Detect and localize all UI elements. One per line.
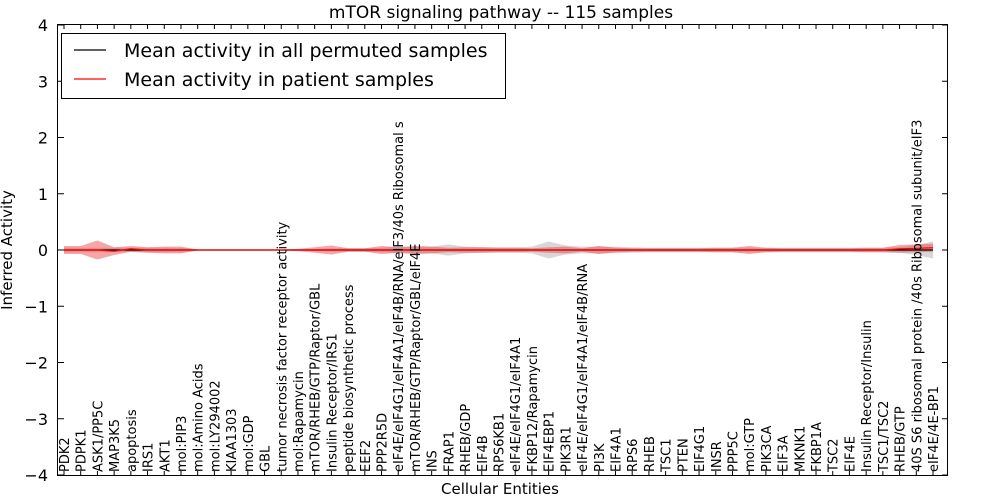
x-category-label: apoptosis <box>125 409 140 472</box>
x-category-label: FKBP12/Rapamycin <box>526 346 541 472</box>
x-category-label: TSC1/TSC2 <box>877 401 892 473</box>
chart-title: mTOR signaling pathway -- 115 samples <box>329 3 673 23</box>
x-category-label: AKT1 <box>158 439 173 472</box>
x-category-label: RHEB/GTP <box>894 406 909 472</box>
x-category-label: mTOR/RHEB/GTP/Raptor/GBL <box>309 283 324 472</box>
x-category-label: PDK2 <box>58 437 73 472</box>
x-category-label: tumor necrosis factor receptor activity <box>275 221 290 472</box>
x-category-label: RHEB/GDP <box>459 404 474 472</box>
x-category-label: mol:GDP <box>242 415 257 472</box>
x-category-label: eIF4E/eIF4G1/eIF4A1 <box>509 337 524 472</box>
x-category-label: PDPK1 <box>75 429 90 472</box>
x-category-label: RPS6KB1 <box>493 413 508 472</box>
y-tick-label: 4 <box>38 16 48 35</box>
y-tick-label: 3 <box>38 72 48 91</box>
x-axis-label: Cellular Entities <box>441 480 559 498</box>
x-category-label: PIK3CA <box>760 425 775 472</box>
x-category-label: TSC2 <box>827 438 842 473</box>
x-category-label: Insulin Receptor/IRS1 <box>325 333 340 472</box>
x-axis: PDK2 PDPK1 ASK1/PP5C MAP3K5 apoptosis IRS1 AKT… <box>58 25 942 475</box>
x-category-label: EIF4A1 <box>609 427 624 472</box>
x-category-label: PIK3R1 <box>559 426 574 472</box>
x-category-label: TSC1 <box>660 438 675 473</box>
x-category-label: ASK1/PP5C <box>91 401 106 472</box>
x-category-label: IRS1 <box>142 443 157 472</box>
legend-label-patient: Mean activity in patient samples <box>124 69 434 91</box>
x-category-label: peptide biosynthetic process <box>342 284 357 472</box>
x-category-label: RHEB <box>643 436 658 472</box>
x-category-label: EEF2 <box>359 440 374 472</box>
x-category-label: FRAP1 <box>442 431 457 472</box>
x-category-label: GBL <box>259 445 274 472</box>
legend-box <box>61 33 506 99</box>
x-category-label: eIF4E/eIF4G1/eIF4A1/eIF4B/RNA/eIF3/40s R… <box>392 121 407 472</box>
x-category-label: EIF4G1 <box>693 426 708 472</box>
x-category-label: INS <box>426 450 441 472</box>
x-category-label: FKBP1A <box>810 422 825 472</box>
x-category-label: eIF4E/4E-BP1 <box>927 386 942 472</box>
x-category-label: PPP5C <box>726 431 741 472</box>
series-line-patient <box>64 247 934 252</box>
x-category-label: EIF4E <box>843 436 858 472</box>
plot-area <box>64 240 934 260</box>
y-axis-label: Inferred Activity <box>0 190 16 310</box>
legend-label-permuted: Mean activity in all permuted samples <box>124 40 487 62</box>
x-category-label: mol:PIP3 <box>175 416 190 472</box>
x-category-label: EIF4EBP1 <box>543 411 558 472</box>
x-category-label: mol:Rapamycin <box>292 371 307 472</box>
y-tick-label: −2 <box>24 354 48 373</box>
x-category-label: 40S S6 ribosomal protein /40s Ribosomal … <box>910 120 925 472</box>
x-category-label: PTEN <box>676 438 691 472</box>
y-tick-label: 0 <box>38 241 48 260</box>
x-category-label: mol:Amino Acids <box>192 363 207 472</box>
x-category-label: mTOR/RHEB/GTP/Raptor/GBL/eIF4E <box>409 243 424 472</box>
y-tick-label: −4 <box>24 466 48 485</box>
x-category-label: KIAA1303 <box>225 408 240 472</box>
x-category-label: INSR <box>710 441 725 472</box>
x-category-label: mol:GTP <box>743 418 758 472</box>
legend: Mean activity in all permuted samples Me… <box>61 33 506 99</box>
y-tick-label: −3 <box>24 410 48 429</box>
x-category-label: RPS6 <box>626 439 641 472</box>
x-category-label: MAP3K5 <box>108 419 123 472</box>
y-axis: −4 −3 −2 −1 0 1 2 3 4 <box>24 16 948 485</box>
x-category-label: mol:LY294002 <box>208 380 223 472</box>
y-tick-label: 2 <box>38 129 48 148</box>
x-category-label: EIF4B <box>476 435 491 472</box>
x-category-label: EIF3A <box>777 435 792 472</box>
y-tick-label: −1 <box>24 297 48 316</box>
x-category-label: eIF4E/eIF4G1/eIF4A1/eIF4B/RNA <box>576 264 591 472</box>
x-category-label: PPP2R5D <box>376 413 391 472</box>
x-category-label: PI3K <box>593 443 608 472</box>
y-tick-label: 1 <box>38 185 48 204</box>
x-category-label: Insulin Receptor/Insulin <box>860 320 875 472</box>
x-category-label: MKNK1 <box>793 426 808 472</box>
